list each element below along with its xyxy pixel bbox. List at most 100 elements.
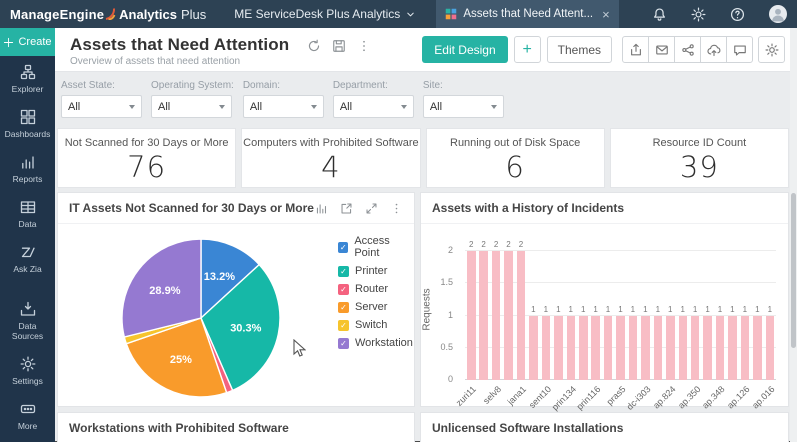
bar[interactable] bbox=[579, 315, 588, 380]
pie-slice-printer[interactable] bbox=[200, 263, 281, 392]
dashboard-settings-button[interactable] bbox=[758, 36, 785, 63]
legend-item-router[interactable]: ✓ Router bbox=[338, 283, 414, 295]
more-vert-button[interactable] bbox=[357, 39, 371, 53]
mail-button[interactable] bbox=[648, 36, 675, 63]
sidebar-item-data-sources[interactable]: Data Sources bbox=[0, 293, 55, 348]
notifications-button[interactable] bbox=[652, 7, 667, 22]
sidebar-item-more[interactable]: More bbox=[0, 393, 55, 438]
bar[interactable] bbox=[554, 315, 563, 380]
sidebar-item-label: Data Sources bbox=[11, 321, 44, 341]
bar[interactable] bbox=[516, 250, 526, 380]
legend-checkbox[interactable]: ✓ bbox=[338, 301, 349, 313]
bar[interactable] bbox=[653, 315, 663, 380]
bar[interactable] bbox=[616, 315, 625, 380]
tab-assets-that-need-attention[interactable]: Assets that Need Attent... × bbox=[436, 0, 619, 28]
filter-select[interactable]: All bbox=[61, 95, 142, 118]
bar[interactable] bbox=[603, 315, 613, 380]
workspace-selector[interactable]: ME ServiceDesk Plus Analytics bbox=[234, 7, 416, 21]
bar[interactable] bbox=[479, 250, 488, 380]
sidebar-item-explorer[interactable]: Explorer bbox=[0, 56, 55, 101]
help-button[interactable] bbox=[730, 7, 745, 22]
add-button[interactable]: + bbox=[513, 36, 541, 63]
legend-label: Printer bbox=[355, 265, 388, 277]
bar[interactable] bbox=[703, 315, 712, 380]
bar[interactable] bbox=[690, 315, 700, 380]
sidebar-item-ask-zia[interactable]: Ask Zia bbox=[0, 236, 55, 281]
filter-operating-system: Operating System: All bbox=[151, 80, 234, 118]
pie-slice-label: 28.9% bbox=[149, 285, 180, 297]
share-button[interactable] bbox=[674, 36, 701, 63]
legend-checkbox[interactable]: ✓ bbox=[338, 337, 349, 349]
settings-button[interactable] bbox=[691, 7, 706, 22]
pie-slice-server[interactable] bbox=[125, 317, 228, 398]
export-button[interactable] bbox=[622, 36, 649, 63]
bar[interactable] bbox=[678, 315, 687, 380]
more-vert-button[interactable] bbox=[390, 202, 403, 215]
bar[interactable] bbox=[740, 315, 750, 380]
filter-select[interactable]: All bbox=[242, 95, 324, 118]
filter-select[interactable]: All bbox=[422, 95, 504, 118]
filter-value: All bbox=[339, 100, 353, 113]
pie-slice-access-point[interactable] bbox=[200, 238, 261, 320]
avatar[interactable] bbox=[769, 5, 787, 23]
bar-value-label: 1 bbox=[580, 304, 586, 314]
scrollbar-thumb[interactable] bbox=[791, 193, 796, 348]
themes-button[interactable]: Themes bbox=[546, 36, 612, 63]
bar[interactable] bbox=[541, 315, 551, 380]
bar[interactable] bbox=[628, 315, 638, 380]
edit-design-button[interactable]: Edit Design bbox=[422, 36, 508, 63]
bar[interactable] bbox=[591, 315, 600, 380]
bar[interactable] bbox=[504, 250, 513, 380]
bar[interactable] bbox=[753, 315, 762, 380]
legend-checkbox[interactable]: ✓ bbox=[338, 283, 349, 295]
bar[interactable] bbox=[467, 250, 476, 380]
expand-button[interactable] bbox=[365, 202, 378, 215]
legend-item-printer[interactable]: ✓ Printer bbox=[338, 265, 414, 277]
legend-item-server[interactable]: ✓ Server bbox=[338, 301, 414, 313]
cloud-upload-button[interactable] bbox=[700, 36, 727, 63]
bar[interactable] bbox=[765, 315, 775, 380]
save-button[interactable] bbox=[332, 39, 346, 53]
refresh-button[interactable] bbox=[307, 39, 321, 53]
panel-title: IT Assets Not Scanned for 30 Days or Mor… bbox=[69, 201, 314, 215]
filter-site: Site: All bbox=[422, 80, 504, 118]
create-button[interactable]: Create bbox=[0, 28, 55, 56]
close-tab-icon[interactable]: × bbox=[602, 6, 610, 22]
pie-chart[interactable]: 13.2% 30.3% 25% 28.9% bbox=[119, 236, 283, 400]
bar[interactable] bbox=[666, 315, 675, 380]
dashboard-grid-icon bbox=[446, 8, 457, 20]
kpi-card: Not Scanned for 30 Days or More 76 bbox=[57, 128, 237, 188]
legend-checkbox[interactable]: ✓ bbox=[338, 241, 349, 253]
chart-type-button[interactable] bbox=[315, 202, 328, 215]
x-tick-label: dc-i303 bbox=[624, 384, 653, 412]
legend-item-switch[interactable]: ✓ Switch bbox=[338, 319, 414, 331]
pie-slice-workstation[interactable] bbox=[121, 238, 202, 338]
sidebar-item-label: Ask Zia bbox=[13, 264, 42, 274]
bar[interactable] bbox=[715, 315, 725, 380]
open-new-button[interactable] bbox=[340, 202, 353, 215]
bar[interactable] bbox=[728, 315, 737, 380]
sidebar-item-dashboards[interactable]: Dashboards bbox=[0, 101, 55, 146]
sidebar-item-reports[interactable]: Reports bbox=[0, 146, 55, 191]
sidebar-item-data[interactable]: Data bbox=[0, 191, 55, 236]
bar[interactable] bbox=[641, 315, 650, 380]
filter-select[interactable]: All bbox=[151, 95, 232, 118]
data-icon bbox=[20, 201, 35, 214]
legend-checkbox[interactable]: ✓ bbox=[338, 265, 349, 277]
sidebar-item-settings[interactable]: Settings bbox=[0, 348, 55, 393]
legend-item-workstation[interactable]: ✓ Workstation bbox=[338, 337, 414, 349]
legend-checkbox[interactable]: ✓ bbox=[338, 319, 349, 331]
scrollbar[interactable] bbox=[790, 28, 797, 442]
dashboards-icon bbox=[20, 109, 35, 125]
legend-item-access-point[interactable]: ✓ Access Point bbox=[338, 235, 414, 259]
bar-value-label: 1 bbox=[680, 304, 685, 314]
bar[interactable] bbox=[529, 315, 538, 380]
filter-select[interactable]: All bbox=[332, 95, 414, 118]
bar[interactable] bbox=[566, 315, 575, 380]
collapse-sidebar-button[interactable] bbox=[0, 438, 55, 442]
comment-icon bbox=[733, 44, 746, 56]
bar[interactable] bbox=[491, 250, 501, 380]
comment-button[interactable] bbox=[726, 36, 753, 63]
